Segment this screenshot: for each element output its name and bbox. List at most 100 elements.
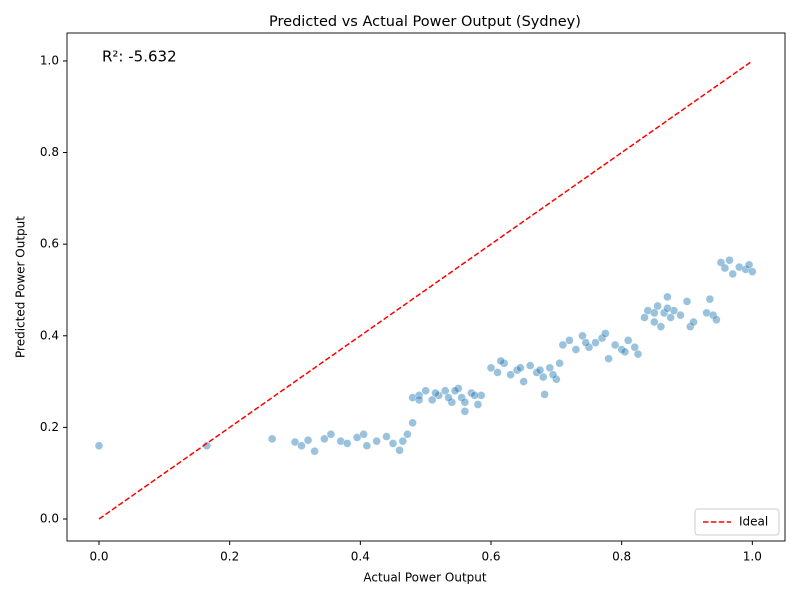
x-tick-label: 0.6: [481, 550, 500, 564]
ideal-line: [98, 60, 753, 520]
point: [421, 386, 430, 396]
point: [640, 313, 649, 322]
point: [659, 308, 669, 318]
y-tick-label: 0.4: [40, 328, 59, 342]
point: [650, 317, 659, 327]
point: [689, 317, 698, 327]
y-tick-label: 0.6: [40, 237, 59, 251]
point: [473, 400, 483, 409]
point: [623, 336, 633, 345]
point: [427, 395, 437, 405]
point: [610, 340, 620, 350]
point: [748, 267, 757, 276]
point: [601, 329, 610, 338]
point: [653, 301, 662, 311]
point: [476, 391, 486, 400]
point: [705, 294, 715, 304]
point: [444, 393, 453, 402]
point: [669, 306, 679, 315]
point: [656, 322, 666, 331]
point: [388, 439, 398, 448]
point: [460, 397, 470, 407]
x-tick-label: 0.8: [612, 550, 631, 564]
y-tick-label: 1.0: [40, 53, 59, 67]
point: [597, 333, 607, 343]
point: [630, 342, 640, 352]
point: [447, 397, 457, 407]
legend-box: [694, 508, 780, 536]
point: [290, 437, 300, 447]
point: [460, 407, 470, 416]
point: [676, 310, 685, 320]
x-tick-label: 1.0: [743, 550, 762, 564]
chart-title: Predicted vs Actual Power Output (Sydney…: [269, 14, 581, 30]
point: [538, 372, 548, 382]
point: [403, 429, 412, 439]
point: [414, 395, 424, 405]
point: [604, 354, 613, 363]
point: [525, 361, 535, 370]
point: [382, 432, 391, 441]
point: [548, 370, 558, 380]
x-tick-label: 0.2: [220, 550, 239, 564]
y-axis-label: Predicted Power Output: [14, 216, 28, 358]
point: [486, 363, 496, 373]
x-axis-label: Actual Power Output: [363, 571, 486, 585]
point: [584, 342, 594, 352]
point: [633, 349, 643, 359]
point: [320, 434, 329, 444]
point: [535, 365, 545, 375]
point: [408, 393, 417, 402]
point: [555, 358, 564, 368]
point: [303, 435, 313, 445]
point: [398, 436, 408, 446]
point: [744, 260, 754, 270]
point: [685, 322, 695, 331]
point: [741, 265, 751, 274]
point: [506, 370, 515, 380]
point: [519, 377, 528, 386]
point: [663, 292, 672, 302]
point: [643, 306, 653, 315]
point: [552, 375, 561, 384]
point: [591, 338, 600, 347]
point: [395, 446, 404, 455]
point: [650, 308, 659, 318]
point: [342, 439, 352, 448]
point: [440, 386, 450, 396]
point: [94, 441, 104, 451]
y-tick-label: 0.8: [40, 145, 59, 159]
point: [682, 297, 692, 306]
point: [720, 263, 730, 273]
point: [666, 313, 675, 322]
point: [267, 434, 277, 444]
point: [663, 304, 672, 313]
point: [734, 262, 744, 272]
point: [493, 368, 502, 377]
y-tick-label: 0.0: [40, 512, 59, 526]
point: [450, 386, 460, 396]
point: [581, 338, 591, 347]
point: [545, 363, 555, 373]
point: [310, 446, 319, 456]
point: [516, 363, 525, 373]
point: [620, 347, 630, 357]
point: [571, 345, 581, 354]
point: [326, 429, 336, 439]
point: [336, 436, 346, 446]
y-tick-label: 0.2: [40, 420, 59, 434]
point: [470, 391, 479, 400]
point: [414, 391, 424, 400]
x-tick-label: 0.0: [89, 550, 108, 564]
x-tick-label: 0.4: [351, 550, 370, 564]
point: [496, 356, 506, 366]
point: [362, 441, 372, 451]
point: [431, 388, 440, 398]
point: [372, 436, 381, 446]
point: [408, 418, 417, 428]
legend-label: Ideal: [739, 515, 768, 529]
point: [578, 331, 587, 341]
